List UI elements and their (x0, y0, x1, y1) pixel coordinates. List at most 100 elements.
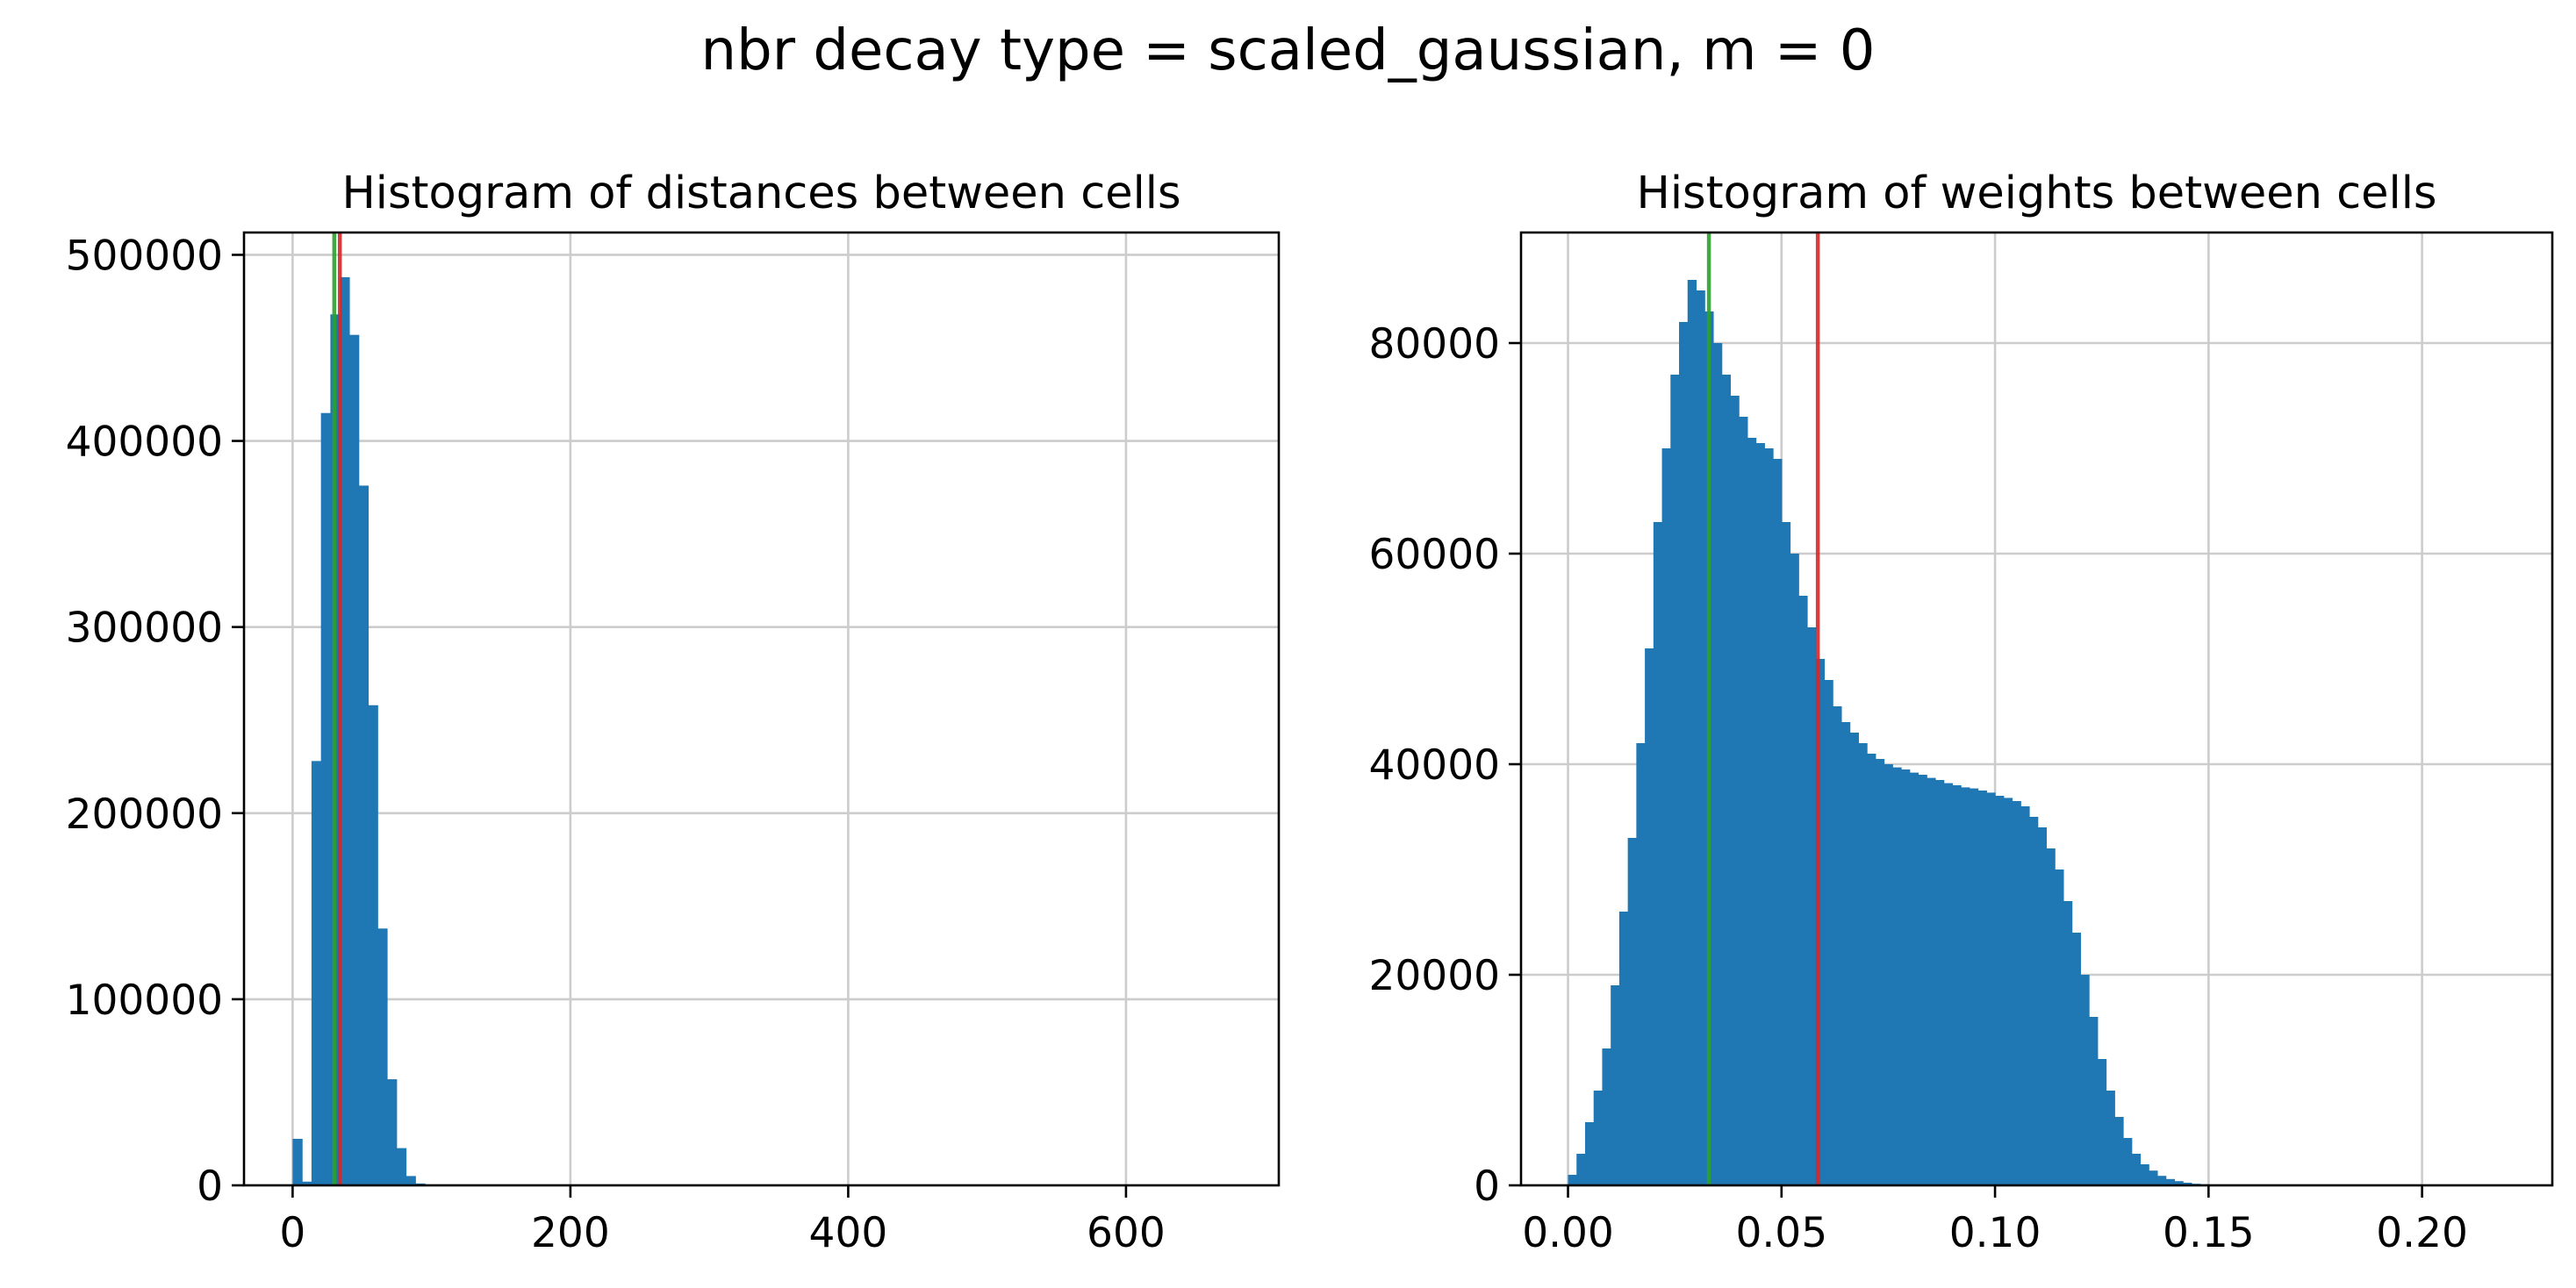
histogram-bar (1995, 796, 2005, 1185)
x-tick-label: 0.10 (1949, 1209, 2041, 1257)
histogram-bar (1679, 322, 1689, 1185)
histogram-bar (2063, 901, 2073, 1185)
histogram-bar (2165, 1178, 2176, 1185)
y-tick-label: 400000 (66, 419, 223, 467)
y-tick-label: 40000 (1368, 741, 1500, 790)
histogram-bar (2020, 806, 2030, 1185)
histogram-bar (1576, 1154, 1586, 1185)
x-tick-label: 0.00 (1522, 1209, 1614, 1257)
histogram-bar (1670, 375, 1680, 1185)
x-tick-label: 0.15 (2163, 1209, 2255, 1257)
histogram-bar (1661, 448, 1671, 1185)
x-tick-label: 600 (1087, 1209, 1166, 1257)
axes-frame (1519, 231, 2554, 1187)
histogram-bar (2123, 1138, 2133, 1185)
histogram-bar (1961, 787, 1970, 1185)
y-tick-label: 0 (1474, 1163, 1500, 1211)
x-tick-label: 400 (809, 1209, 888, 1257)
histogram-bar (377, 928, 388, 1185)
histogram-bar (1712, 343, 1723, 1185)
histogram-bar (1977, 791, 1987, 1185)
histogram-bar (2131, 1154, 2142, 1185)
histogram-bar (2071, 933, 2081, 1185)
histogram-bar (1636, 743, 1646, 1185)
histogram-bar (340, 276, 350, 1185)
axes-frame (242, 231, 1281, 1187)
histogram-bar (1764, 448, 1774, 1185)
histogram-bar (2089, 1017, 2099, 1185)
histogram-bar (1798, 596, 1808, 1185)
histogram-bar (1687, 280, 1697, 1185)
histogram-bar (302, 1181, 312, 1185)
histogram-bar (1943, 783, 1954, 1185)
histogram-bar (1730, 396, 1740, 1185)
weight-histogram-panel: 0.00 0.05 0.10 0.15 0.20 0 20000 40000 60000 8000… (1368, 168, 2554, 1257)
y-tick-label: 80000 (1368, 320, 1500, 369)
histogram-bar (348, 334, 360, 1185)
histogram-bar (1602, 1048, 1611, 1185)
histogram-bar (1824, 680, 1833, 1185)
histogram-bar (2028, 817, 2039, 1185)
histogram-bar (1721, 375, 1732, 1185)
histogram-bar (1781, 522, 1791, 1185)
histogram-bar (2174, 1181, 2184, 1185)
histogram-bar (1568, 1175, 1577, 1185)
histogram-bar (368, 705, 378, 1185)
histogram-bar (1884, 764, 1893, 1185)
histogram-bar (2097, 1059, 2107, 1185)
histogram-bar (1849, 733, 1859, 1185)
histogram-bar (1918, 775, 1927, 1185)
y-tick-label: 60000 (1368, 531, 1500, 579)
histogram-bar (320, 412, 332, 1185)
subplot-title: Histogram of distances between cells (341, 168, 1180, 219)
x-tick-label: 200 (531, 1209, 610, 1257)
histogram-bar (311, 761, 322, 1185)
histogram-bar (2003, 798, 2013, 1185)
histogram-bar (1653, 522, 1663, 1185)
histogram-bar (1841, 722, 1851, 1185)
histogram-bar (1909, 772, 1919, 1185)
histogram-bar (358, 485, 370, 1185)
histogram-bar (2012, 801, 2021, 1185)
histogram-bar (1806, 627, 1817, 1185)
x-tick-label: 0 (279, 1209, 305, 1257)
histogram-bar (2156, 1176, 2167, 1185)
histogram-bar (2046, 848, 2056, 1185)
histogram-bar (1747, 438, 1757, 1185)
x-tick-label: 0.05 (1735, 1209, 1827, 1257)
y-tick-label: 100000 (66, 977, 223, 1025)
y-tick-label: 500000 (66, 232, 223, 280)
x-tick-label: 0.20 (2376, 1209, 2468, 1257)
histogram-bar (1875, 759, 1885, 1185)
histogram-bar (2140, 1164, 2149, 1185)
histogram-bar (1833, 706, 1842, 1185)
histogram-bar (1618, 912, 1629, 1185)
histogram-bar (1952, 785, 1962, 1185)
histogram-bar (292, 1138, 303, 1185)
histogram-bar (1815, 659, 1826, 1185)
y-tick-label: 0 (197, 1163, 223, 1211)
figure-title: nbr decay type = scaled_gaussian, m = 0 (700, 18, 1876, 83)
histogram-bar (2149, 1170, 2158, 1185)
y-tick-label: 300000 (66, 605, 223, 653)
histogram-bar (2055, 869, 2064, 1185)
histogram-bar (1696, 290, 1705, 1185)
subplot-title: Histogram of weights between cells (1637, 168, 2437, 219)
histogram-bar (2080, 975, 2090, 1185)
histogram-bar (1892, 767, 1902, 1185)
y-tick-label: 200000 (66, 791, 223, 839)
histogram-bar (2183, 1183, 2192, 1185)
histogram-bar (1773, 459, 1783, 1185)
histogram-bar (1927, 777, 1936, 1185)
histogram-bar (1858, 743, 1868, 1185)
histogram-bar (1627, 838, 1637, 1185)
histogram-bar (1755, 443, 1765, 1185)
histogram-bar (387, 1079, 398, 1185)
histogram-bar (1739, 417, 1748, 1185)
histogram-bar (396, 1148, 407, 1185)
histogram-bar (1934, 780, 1945, 1185)
histogram-bar (2037, 827, 2048, 1185)
histogram-bar (1790, 554, 1799, 1185)
histogram-bar (1645, 648, 1654, 1185)
